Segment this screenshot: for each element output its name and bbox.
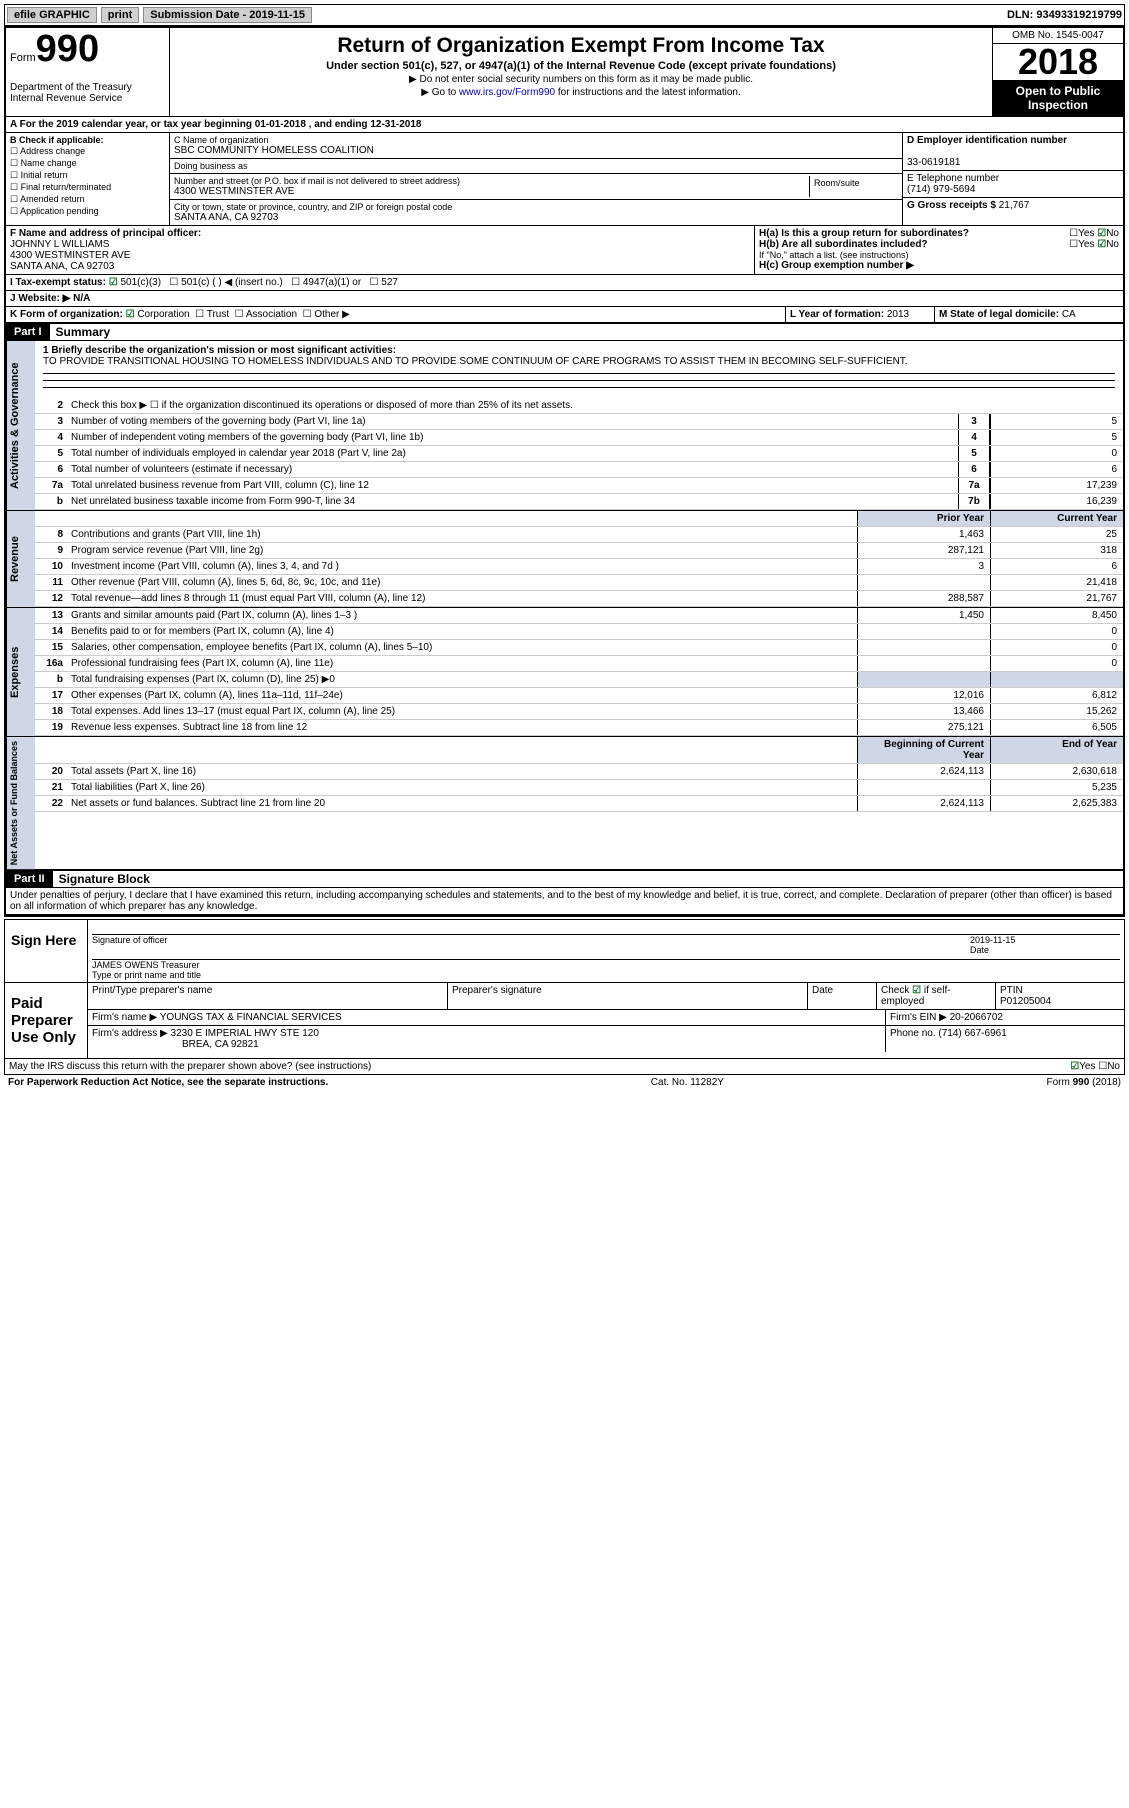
table-row: 20Total assets (Part X, line 16) 2,624,1… <box>35 764 1123 780</box>
table-row: 17Other expenses (Part IX, column (A), l… <box>35 688 1123 704</box>
part2-header: Part II <box>6 871 53 887</box>
table-row: 9Program service revenue (Part VIII, lin… <box>35 543 1123 559</box>
group-return-box: H(a) Is this a group return for subordin… <box>755 226 1123 274</box>
tax-year: 2018 <box>993 44 1123 80</box>
side-exp: Expenses <box>6 608 35 736</box>
form-container: Form990 Department of the Treasury Inter… <box>4 26 1125 917</box>
footer: For Paperwork Reduction Act Notice, see … <box>4 1075 1125 1090</box>
gov-line: 6Total number of volunteers (estimate if… <box>35 462 1123 478</box>
submission-date: Submission Date - 2019-11-15 <box>143 7 312 23</box>
q1-label: 1 Briefly describe the organization's mi… <box>43 345 396 356</box>
chk-final[interactable]: ☐ Final return/terminated <box>10 182 165 193</box>
chk-name[interactable]: ☐ Name change <box>10 158 165 169</box>
form-org-row: K Form of organization: ☑ Corporation ☐ … <box>6 307 786 322</box>
table-row: 12Total revenue—add lines 8 through 11 (… <box>35 591 1123 607</box>
declaration: Under penalties of perjury, I declare th… <box>6 888 1123 915</box>
table-row: 18Total expenses. Add lines 13–17 (must … <box>35 704 1123 720</box>
subtitle: Under section 501(c), 527, or 4947(a)(1)… <box>174 60 988 72</box>
ein: 33-0619181 <box>907 157 960 168</box>
year-box: OMB No. 1545-0047 2018 Open to PublicIns… <box>992 28 1123 116</box>
topbar: efile GRAPHIC print Submission Date - 20… <box>4 4 1125 26</box>
mission: TO PROVIDE TRANSITIONAL HOUSING TO HOMEL… <box>43 356 908 367</box>
gov-line: 5Total number of individuals employed in… <box>35 446 1123 462</box>
side-gov: Activities & Governance <box>6 341 35 510</box>
irs-link[interactable]: www.irs.gov/Form990 <box>459 87 555 98</box>
website-row: J Website: ▶ N/A <box>6 291 1123 307</box>
col-b-checkboxes: B Check if applicable: ☐ Address change … <box>6 133 170 225</box>
table-row: 8Contributions and grants (Part VIII, li… <box>35 527 1123 543</box>
note2: ▶ Go to www.irs.gov/Form990 for instruct… <box>174 87 988 98</box>
table-row: 16aProfessional fundraising fees (Part I… <box>35 656 1123 672</box>
table-row: 11Other revenue (Part VIII, column (A), … <box>35 575 1123 591</box>
table-row: 13Grants and similar amounts paid (Part … <box>35 608 1123 624</box>
street: 4300 WESTMINSTER AVE <box>174 186 809 197</box>
table-row: 21Total liabilities (Part X, line 26) 5,… <box>35 780 1123 796</box>
gov-line: 3Number of voting members of the governi… <box>35 414 1123 430</box>
dln: DLN: 93493319219799 <box>1007 9 1122 21</box>
chk-address[interactable]: ☐ Address change <box>10 146 165 157</box>
public-inspection: Open to PublicInspection <box>993 80 1123 116</box>
chk-initial[interactable]: ☐ Initial return <box>10 170 165 181</box>
chk-pending[interactable]: ☐ Application pending <box>10 206 165 217</box>
city: SANTA ANA, CA 92703 <box>174 212 898 223</box>
firm-name: YOUNGS TAX & FINANCIAL SERVICES <box>160 1012 342 1023</box>
efile-button[interactable]: efile GRAPHIC <box>7 7 97 23</box>
side-rev: Revenue <box>6 511 35 607</box>
discuss-row: May the IRS discuss this return with the… <box>4 1059 1125 1075</box>
preparer-section: Paid Preparer Use Only Print/Type prepar… <box>4 983 1125 1059</box>
form-title: Return of Organization Exempt From Incom… <box>174 34 988 58</box>
title-box: Return of Organization Exempt From Incom… <box>170 28 992 116</box>
telephone: (714) 979-5694 <box>907 184 975 195</box>
year-formation: L Year of formation: 2013 <box>786 307 935 322</box>
print-button[interactable]: print <box>101 7 139 23</box>
col-right: D Employer identification number 33-0619… <box>902 133 1123 225</box>
row-a: A For the 2019 calendar year, or tax yea… <box>6 117 1123 133</box>
ptin: P01205004 <box>1000 996 1051 1007</box>
officer-name: JAMES OWENS Treasurer <box>92 960 200 970</box>
table-row: 22Net assets or fund balances. Subtract … <box>35 796 1123 812</box>
table-row: 19Revenue less expenses. Subtract line 1… <box>35 720 1123 736</box>
part1-header: Part I <box>6 324 50 340</box>
form-id-box: Form990 Department of the Treasury Inter… <box>6 28 170 116</box>
note1: ▶ Do not enter social security numbers o… <box>174 74 988 85</box>
officer-box: F Name and address of principal officer:… <box>6 226 755 274</box>
org-name: SBC COMMUNITY HOMELESS COALITION <box>174 145 898 156</box>
table-row: 15Salaries, other compensation, employee… <box>35 640 1123 656</box>
tax-exempt-row: I Tax-exempt status: ☑ 501(c)(3) ☐ 501(c… <box>6 275 1123 291</box>
gov-line: bNet unrelated business taxable income f… <box>35 494 1123 510</box>
table-row: 10Investment income (Part VIII, column (… <box>35 559 1123 575</box>
col-c: C Name of organization SBC COMMUNITY HOM… <box>170 133 902 225</box>
table-row: 14Benefits paid to or for members (Part … <box>35 624 1123 640</box>
gov-line: 7aTotal unrelated business revenue from … <box>35 478 1123 494</box>
gov-line: 4Number of independent voting members of… <box>35 430 1123 446</box>
side-net: Net Assets or Fund Balances <box>6 737 35 869</box>
chk-amended[interactable]: ☐ Amended return <box>10 194 165 205</box>
table-row: bTotal fundraising expenses (Part IX, co… <box>35 672 1123 688</box>
gross-receipts: 21,767 <box>999 200 1030 211</box>
state-domicile: M State of legal domicile: CA <box>935 307 1123 322</box>
dept-label: Department of the Treasury Internal Reve… <box>10 82 165 104</box>
sign-section: Sign Here Signature of officer 2019-11-1… <box>4 919 1125 983</box>
